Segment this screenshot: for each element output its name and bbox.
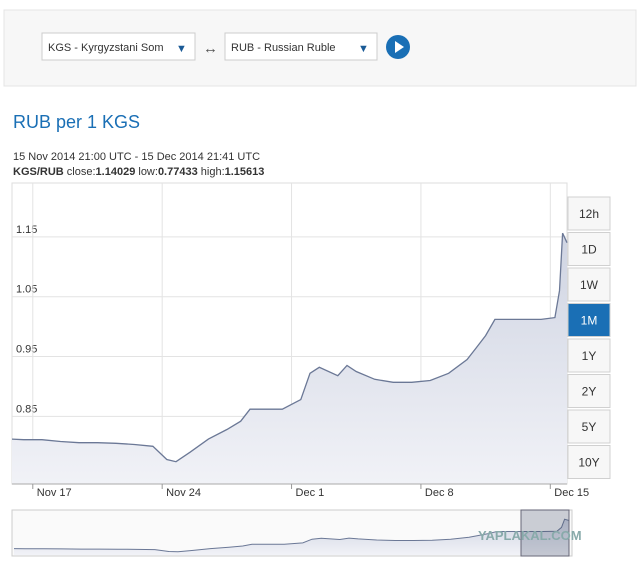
area: [14, 519, 569, 555]
play-icon[interactable]: [395, 41, 404, 53]
period-label[interactable]: 1D: [581, 243, 597, 257]
period-button[interactable]: [567, 232, 611, 266]
line: [11, 232, 568, 463]
period-label[interactable]: 12h: [579, 207, 599, 221]
from-select[interactable]: KGS - Kyrgyzstani Som ▼: [41, 32, 196, 61]
period-button[interactable]: [567, 374, 611, 408]
y-tick-label: 0.95: [16, 344, 37, 356]
high-label: high:: [201, 166, 225, 178]
close: 1.14029: [96, 166, 136, 178]
period-label[interactable]: 10Y: [578, 456, 599, 470]
swap[interactable]: ↔: [203, 40, 218, 57]
navigator-chart: [13, 518, 570, 555]
period-label[interactable]: 1M: [581, 314, 598, 328]
x-tick-label: Nov 24: [166, 487, 201, 499]
to-box[interactable]: [224, 32, 378, 61]
y-tick-label: 1.15: [16, 224, 37, 236]
x-tick-label: Dec 1: [296, 487, 325, 499]
period-button[interactable]: [567, 303, 611, 337]
period-button[interactable]: [567, 267, 611, 302]
y-tick-label: 0.85: [16, 403, 37, 415]
close-label: close:: [67, 166, 96, 178]
quote-line: KGS/RUB close:1.14029 low:0.77433 high:1…: [13, 166, 264, 178]
to-select[interactable]: RUB - Russian Ruble ▼: [224, 32, 378, 61]
pair: KGS/RUB: [13, 166, 64, 178]
period-button[interactable]: [567, 338, 611, 373]
low: 0.77433: [158, 166, 198, 178]
period-button[interactable]: [567, 196, 611, 231]
period-button[interactable]: [567, 409, 611, 444]
x-tick-label: Nov 17: [37, 487, 72, 499]
caret[interactable]: ▼: [176, 43, 187, 55]
navigator-window[interactable]: [520, 509, 570, 557]
period-label[interactable]: 5Y: [582, 420, 597, 434]
chart-title: RUB per 1 KGS: [13, 112, 140, 132]
high: 1.15613: [225, 166, 265, 178]
area: [12, 233, 567, 484]
period-label[interactable]: 1W: [580, 278, 599, 292]
from-text[interactable]: KGS - Kyrgyzstani Som: [48, 42, 164, 54]
watermark: YAPLAKAL.COM: [478, 528, 582, 543]
period-buttons: 12h 1D 1W 1M 1Y 2Y 5Y 10Y: [567, 196, 611, 479]
to-text[interactable]: RUB - Russian Ruble: [231, 42, 336, 54]
y-tick-label: 1.05: [16, 284, 37, 296]
period-label[interactable]: 1Y: [582, 349, 597, 363]
navigator-line: [13, 518, 570, 553]
period-label[interactable]: 2Y: [582, 385, 597, 399]
x-tick-label: Dec 8: [425, 487, 454, 499]
period-button[interactable]: [567, 445, 611, 479]
x-tick-label: Dec 15: [554, 487, 589, 499]
from-box[interactable]: [41, 32, 196, 61]
caret[interactable]: ▼: [358, 43, 369, 55]
date-range: 15 Nov 2014 21:00 UTC - 15 Dec 2014 21:4…: [13, 151, 260, 163]
low-label: low:: [138, 166, 158, 178]
